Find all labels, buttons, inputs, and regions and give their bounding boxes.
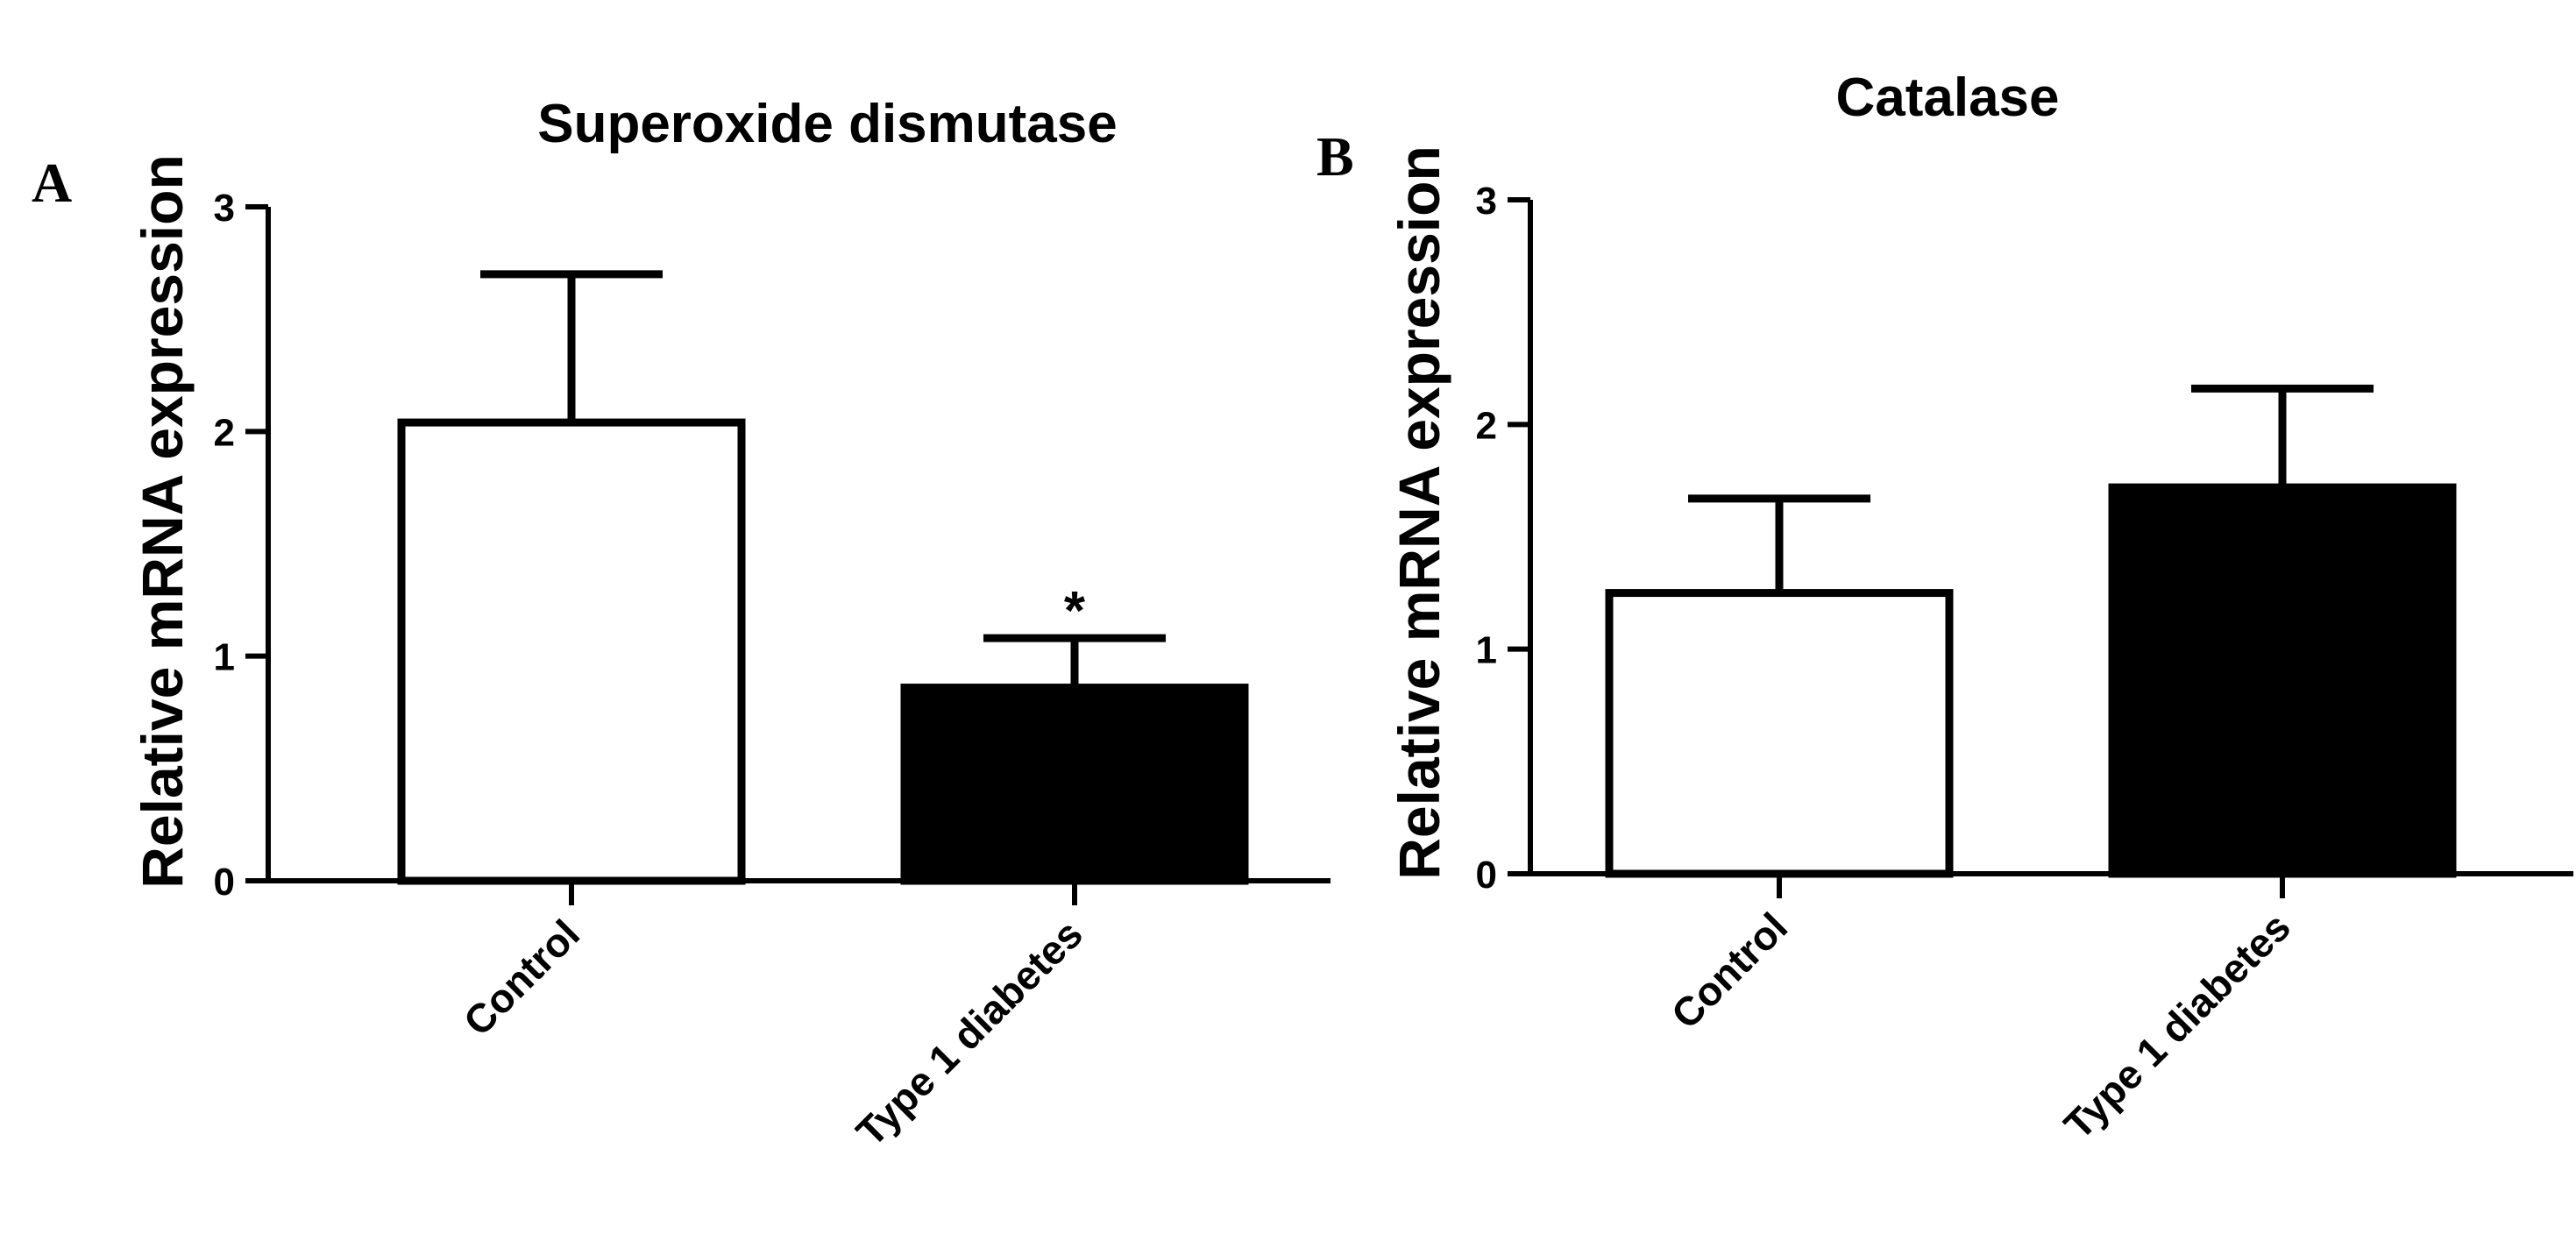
y-tick-label: 2 bbox=[1476, 404, 1497, 447]
bar-type-1-diabetes bbox=[900, 684, 1249, 885]
y-tick-label: 0 bbox=[1476, 854, 1497, 897]
significance-marker: * bbox=[1064, 581, 1086, 642]
bar-type-1-diabetes bbox=[2108, 483, 2457, 878]
y-axis-label: Relative mRNA expression bbox=[130, 154, 195, 889]
panel-letter: B bbox=[1316, 125, 1354, 188]
panel-letter: A bbox=[32, 152, 72, 214]
y-tick-label: 1 bbox=[214, 636, 235, 679]
bar-control bbox=[1605, 589, 1954, 878]
bar-control bbox=[397, 418, 746, 885]
panel-a: A Superoxide dismutase Relative mRNA exp… bbox=[32, 94, 1331, 1155]
chart-title: Catalase bbox=[1835, 67, 2059, 128]
y-tick-label: 0 bbox=[214, 861, 235, 904]
y-tick-label: 3 bbox=[1476, 180, 1497, 223]
y-axis-label: Relative mRNA expression bbox=[1387, 145, 1451, 880]
chart-title: Superoxide dismutase bbox=[537, 94, 1118, 154]
y-tick-label: 1 bbox=[1476, 629, 1497, 672]
y-tick-label: 2 bbox=[214, 411, 235, 454]
y-tick-label: 3 bbox=[214, 187, 235, 230]
